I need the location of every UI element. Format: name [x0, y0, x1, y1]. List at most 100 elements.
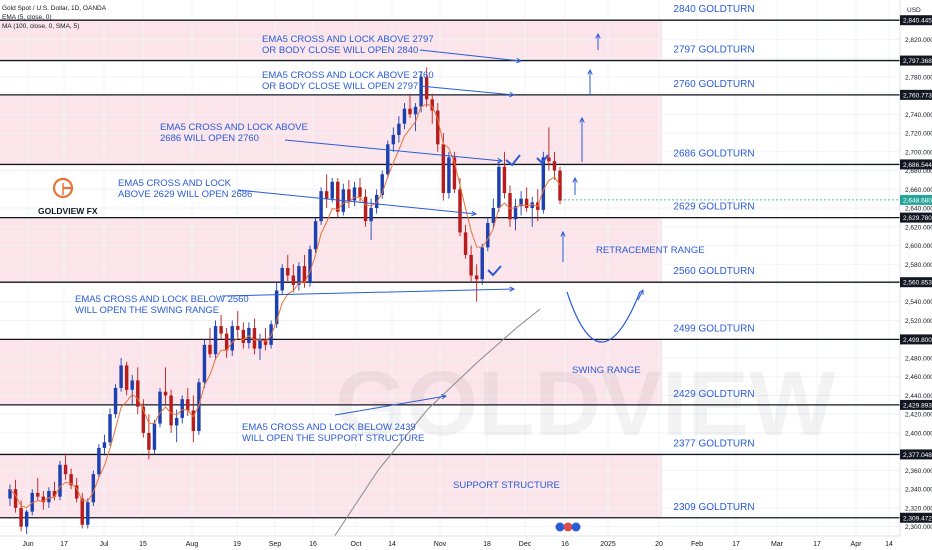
annotation-text: OR BODY CLOSE WILL OPEN 2840 [262, 45, 418, 56]
candle-body [97, 447, 101, 475]
level-price-tag-text: 2,686.544 [903, 162, 932, 169]
date-tick-label: Feb [691, 541, 703, 548]
price-tick-label: 2,820.000 [905, 37, 932, 44]
date-tick-label: Jul [100, 541, 109, 548]
level-price-tag [900, 55, 932, 66]
level-label: 2629 GOLDTURN [673, 202, 754, 213]
candle-body [430, 99, 434, 111]
level-band [0, 339, 662, 405]
candle-body [458, 189, 462, 233]
candle-body [19, 507, 23, 527]
price-tick-label: 2,580.000 [905, 262, 932, 269]
price-tick-label: 2,340.000 [905, 487, 932, 494]
candle-body [469, 254, 473, 276]
arrow-head [638, 289, 644, 296]
candle-body [41, 496, 46, 503]
candle-body [436, 110, 440, 145]
date-tick-label: 15 [139, 541, 147, 548]
candle-body [13, 489, 18, 508]
candle-body [52, 491, 57, 497]
date-tick-label: 14 [885, 541, 893, 548]
candle-body [547, 157, 551, 162]
arrow-head [441, 394, 448, 400]
candle-body [286, 268, 290, 276]
check-mark [487, 265, 502, 277]
candle-body [552, 161, 557, 171]
arrow-line [637, 289, 644, 301]
current-price-tag [900, 194, 932, 205]
arrow-head [516, 57, 523, 64]
arrow-head [509, 91, 516, 98]
arrow-line [284, 139, 503, 162]
annotation-text: EMA5 CROSS AND LOCK ABOVE 2797 [262, 34, 434, 45]
candle-body [447, 157, 451, 194]
candle-body [380, 174, 384, 195]
candle-body [141, 406, 146, 433]
level-price-tag [900, 449, 932, 460]
arrow-head [471, 210, 478, 217]
arrow-line [334, 395, 447, 416]
price-tick-label: 2,660.000 [905, 187, 932, 194]
level-price-tag-text: 2,560.853 [903, 280, 932, 287]
candle-body [191, 410, 196, 432]
level-label: 2499 GOLDTURN [673, 323, 754, 334]
candle-body [347, 189, 351, 201]
candle-body [291, 275, 296, 285]
candle-body [313, 221, 318, 250]
level-band [0, 20, 662, 61]
candle-body [136, 380, 140, 407]
candle-body [513, 206, 518, 220]
candle-body [58, 464, 62, 497]
chart-legend: Gold Spot / U.S. Dollar, 1D, OANDA EMA (… [2, 5, 107, 30]
candle-body [386, 144, 390, 175]
candle-body [24, 511, 29, 527]
level-label: 2377 GOLDTURN [673, 438, 754, 449]
date-tick-label: 14 [388, 541, 396, 548]
candlestick-series[interactable] [8, 67, 562, 535]
candle-body [524, 198, 529, 209]
arrow-line [419, 85, 515, 96]
candle-body [491, 208, 496, 224]
date-tick-label: 16 [309, 541, 317, 548]
annotation-text: SUPPORT STRUCTURE [453, 480, 560, 491]
candle-body [391, 134, 396, 145]
level-price-tag-text: 2,377.048 [903, 452, 932, 459]
date-tick-label: 19 [233, 541, 241, 548]
annotation-text: WILL OPEN THE SUPPORT STRUCTURE [242, 433, 424, 444]
candle-body [474, 275, 479, 280]
level-band [0, 454, 662, 518]
date-tick-label: Apr [851, 541, 863, 548]
candle-body [69, 474, 73, 486]
candle-body [358, 187, 362, 197]
candle-body [213, 326, 218, 355]
annotation-text: WILL OPEN THE SWING RANGE [75, 305, 219, 316]
candle-body [113, 387, 118, 415]
candle-body [324, 191, 329, 199]
candle-body [352, 187, 357, 201]
candle-body [308, 249, 312, 283]
candle-body [163, 391, 168, 396]
watermark: GOLDVIEW [335, 353, 836, 455]
candle-body [413, 106, 418, 115]
date-axis[interactable]: Jun 17 Jul 15 Aug 19 Sep 16 Oct 14 Nov 18 Dec 16 2025 2… [0, 535, 932, 550]
annotation-text: SWING RANGE [572, 365, 641, 376]
level-price-tag [900, 159, 932, 170]
date-tick-label: Mar [771, 541, 784, 548]
price-axis[interactable]: USD 2,300.000 2,320.000 2,340.000 2,360.000… [899, 0, 932, 536]
level-band [0, 217, 662, 283]
price-tick-label: 2,360.000 [905, 468, 932, 475]
date-tick-label: Nov [434, 541, 447, 548]
ema5-line [9, 103, 561, 509]
candle-body [274, 290, 279, 325]
candle-body [74, 485, 79, 499]
annotation-arrows [221, 32, 644, 416]
ema5-path [9, 103, 561, 509]
candle-body [452, 157, 457, 190]
events-calendar-icon[interactable] [555, 522, 581, 532]
ma100-line [328, 308, 541, 546]
candle-body [541, 157, 546, 210]
candle-body [336, 181, 340, 212]
level-label: 2797 GOLDTURN [673, 45, 754, 56]
price-tick-label: 2,540.000 [905, 299, 932, 306]
